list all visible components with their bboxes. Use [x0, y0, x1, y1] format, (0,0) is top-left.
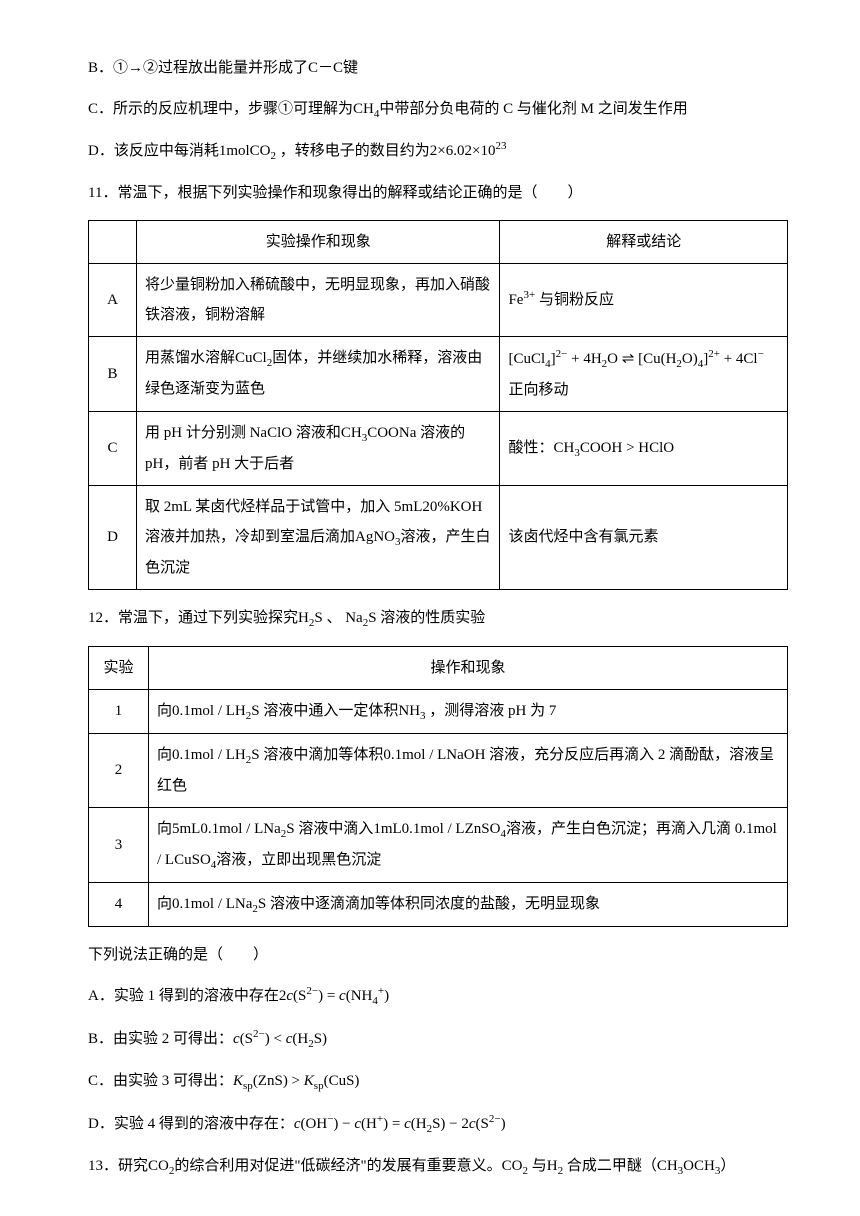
- formula-co2: CO2: [250, 143, 276, 159]
- formula: c(OH−) − c(H+) = c(H2S) − 2c(S2−): [294, 1116, 506, 1132]
- cell-operation: 将少量铜粉加入稀硫酸中，无明显现象，再加入硝酸铁溶液，铜粉溶解: [137, 263, 500, 336]
- option-b: B．①→②过程放出能量并形成了C－C键: [88, 54, 788, 83]
- table-header: 实验操作和现象 解释或结论: [89, 220, 788, 263]
- row-num: 4: [89, 882, 149, 926]
- option-c: C．所示的反应机理中，步骤①可理解为CH4中带部分负电荷的 C 与催化剂 M 之…: [88, 95, 788, 125]
- option-d: D．该反应中每消耗1molCO2 ，转移电子的数目约为2×6.02×1023: [88, 136, 788, 167]
- table-row: 4 向0.1mol / LNa2S 溶液中逐滴滴加等体积同浓度的盐酸，无明显现象: [89, 882, 788, 926]
- table-row: C 用 pH 计分别测 NaClO 溶液和CH3COONa 溶液的 pH，前者 …: [89, 411, 788, 485]
- table-2: 实验 操作和现象 1 向0.1mol / LH2S 溶液中通入一定体积NH3 ，…: [88, 646, 788, 927]
- answer-b: B．由实验 2 可得出：c(S2−) < c(H2S): [88, 1024, 788, 1055]
- answer-c: C．由实验 3 可得出：Ksp(ZnS) > Ksp(CuS): [88, 1067, 788, 1097]
- row-num: 2: [89, 733, 149, 807]
- formula: 2c(S2−) = c(NH4+): [279, 988, 389, 1004]
- formula-ch4: CH4: [353, 101, 379, 117]
- number: 2×6.02×1023: [430, 143, 507, 159]
- question-11: 11．常温下，根据下列实验操作和现象得出的解释或结论正确的是（ ）: [88, 179, 788, 208]
- row-num: 1: [89, 689, 149, 733]
- cell-operation: 向0.1mol / LH2S 溶液中滴加等体积0.1mol / LNaOH 溶液…: [149, 733, 788, 807]
- cell-conclusion: 该卤代烃中含有氯元素: [500, 485, 788, 589]
- col-experiment: 实验: [89, 646, 149, 689]
- table-row: 1 向0.1mol / LH2S 溶液中通入一定体积NH3 ，测得溶液 pH 为…: [89, 689, 788, 733]
- cell-conclusion: Fe3+ 与铜粉反应: [500, 263, 788, 336]
- row-key: B: [89, 336, 137, 411]
- formula: c(S2−) < c(H2S): [233, 1031, 327, 1047]
- table-1: 实验操作和现象 解释或结论 A 将少量铜粉加入稀硫酸中，无明显现象，再加入硝酸铁…: [88, 220, 788, 590]
- table-row: A 将少量铜粉加入稀硫酸中，无明显现象，再加入硝酸铁溶液，铜粉溶解 Fe3+ 与…: [89, 263, 788, 336]
- question-12: 12．常温下，通过下列实验探究H2S 、 Na2S 溶液的性质实验: [88, 604, 788, 634]
- col-operation: 操作和现象: [149, 646, 788, 689]
- table-row: B 用蒸馏水溶解CuCl2固体，并继续加水稀释，溶液由绿色逐渐变为蓝色 [CuC…: [89, 336, 788, 411]
- cell-operation: 向5mL0.1mol / LNa2S 溶液中滴入1mL0.1mol / LZnS…: [149, 807, 788, 882]
- answer-a: A．实验 1 得到的溶液中存在2c(S2−) = c(NH4+): [88, 981, 788, 1012]
- formula: Ksp(ZnS) > Ksp(CuS): [233, 1073, 359, 1089]
- row-key: D: [89, 485, 137, 589]
- blank-header: [89, 220, 137, 263]
- cell-operation: 向0.1mol / LH2S 溶液中通入一定体积NH3 ，测得溶液 pH 为 7: [149, 689, 788, 733]
- cell-conclusion: 酸性：CH3COOH > HClO: [500, 411, 788, 485]
- col-conclusion: 解释或结论: [500, 220, 788, 263]
- question-13: 13．研究CO2的综合利用对促进"低碳经济"的发展有重要意义。CO2 与H2 合…: [88, 1152, 788, 1182]
- table-row: 3 向5mL0.1mol / LNa2S 溶液中滴入1mL0.1mol / LZ…: [89, 807, 788, 882]
- text: D．该反应中每消耗1mol: [88, 143, 250, 159]
- cell-operation: 用蒸馏水溶解CuCl2固体，并继续加水稀释，溶液由绿色逐渐变为蓝色: [137, 336, 500, 411]
- question-12-prompt: 下列说法正确的是（ ）: [88, 941, 788, 970]
- table-row: 2 向0.1mol / LH2S 溶液中滴加等体积0.1mol / LNaOH …: [89, 733, 788, 807]
- row-key: A: [89, 263, 137, 336]
- text: ，转移电子的数目约为: [276, 143, 430, 159]
- cell-operation: 向0.1mol / LNa2S 溶液中逐滴滴加等体积同浓度的盐酸，无明显现象: [149, 882, 788, 926]
- cell-conclusion: [CuCl4]2− + 4H2O ⇌ [Cu(H2O)4]2+ + 4Cl−正向…: [500, 336, 788, 411]
- table-row: D 取 2mL 某卤代烃样品于试管中，加入 5mL20%KOH 溶液并加热，冷却…: [89, 485, 788, 589]
- answer-d: D．实验 4 得到的溶液中存在：c(OH−) − c(H+) = c(H2S) …: [88, 1109, 788, 1140]
- col-operation: 实验操作和现象: [137, 220, 500, 263]
- cell-operation: 取 2mL 某卤代烃样品于试管中，加入 5mL20%KOH 溶液并加热，冷却到室…: [137, 485, 500, 589]
- text: C．所示的反应机理中，步骤①可理解为: [88, 101, 353, 117]
- row-key: C: [89, 411, 137, 485]
- table-header: 实验 操作和现象: [89, 646, 788, 689]
- row-num: 3: [89, 807, 149, 882]
- text: 中带部分负电荷的 C 与催化剂 M 之间发生作用: [379, 101, 687, 117]
- cell-operation: 用 pH 计分别测 NaClO 溶液和CH3COONa 溶液的 pH，前者 pH…: [137, 411, 500, 485]
